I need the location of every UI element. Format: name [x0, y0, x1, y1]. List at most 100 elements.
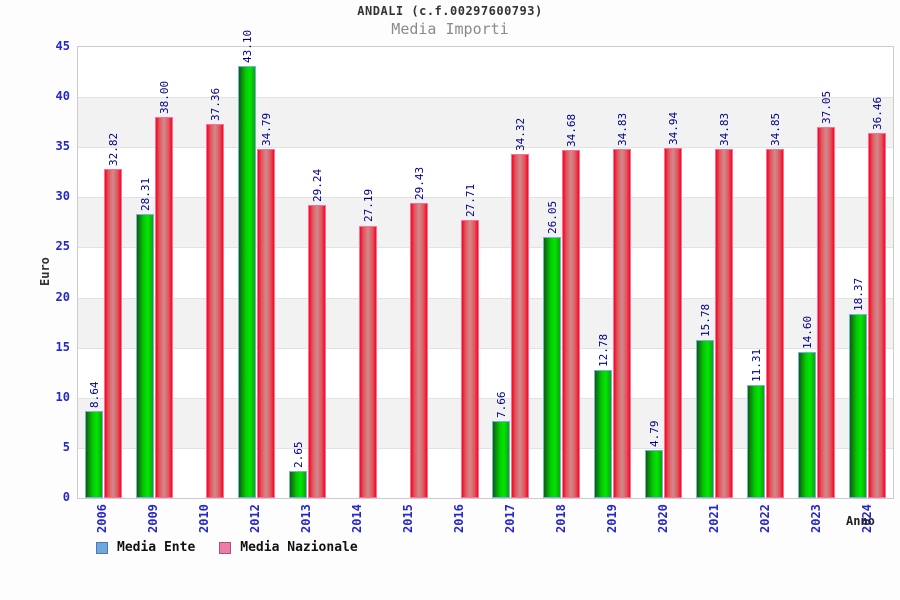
bar-media-ente-2009-value-label: 28.31: [138, 178, 152, 212]
chart-title: ANDALI (c.f.00297600793): [357, 4, 543, 18]
bar-media-nazionale-2016: [460, 220, 479, 498]
y-tick-10: 10: [55, 389, 70, 404]
bar-media-nazionale-2006: [103, 169, 122, 498]
x-tick-2010: 2010: [197, 504, 212, 533]
y-tick-5: 5: [62, 439, 70, 454]
bar-media-nazionale-2014-value-label: 27.19: [361, 189, 375, 223]
bar-media-ente-2017-value-label: 7.66: [495, 391, 509, 419]
bar-media-nazionale-2009-value-label: 38.00: [157, 81, 171, 115]
gridline: [78, 197, 893, 199]
x-tick-2021: 2021: [706, 504, 721, 533]
bar-media-nazionale-2020: [664, 147, 683, 498]
bar-media-ente-2017: [492, 421, 511, 498]
bar-media-nazionale-2017-value-label: 34.32: [514, 117, 528, 152]
x-tick-2017: 2017: [502, 504, 517, 533]
x-tick-2019: 2019: [604, 504, 619, 533]
bar-media-nazionale-2010: [205, 123, 224, 498]
y-axis-ticks: 0 5 10 15 20 25 30 35 40 45: [0, 0, 70, 600]
bar-media-nazionale-2009: [154, 117, 173, 498]
chart-subtitle: Media Importi: [391, 20, 509, 38]
bar-media-ente-2009: [135, 214, 154, 498]
bar-media-ente-2023: [798, 351, 817, 498]
plot-area: 8.64 32.82 28.31 38.00 37.36 43.10 34.79 2.65 29…: [77, 30, 894, 499]
gridline: [78, 397, 893, 399]
bar-media-nazionale-2018-value-label: 34.68: [565, 114, 579, 148]
y-tick-40: 40: [55, 89, 70, 104]
bar-media-nazionale-2019: [613, 148, 632, 498]
media-nazionale-swatch-icon: [219, 541, 232, 554]
bar-media-ente-2019: [594, 369, 613, 498]
gridline: [78, 147, 893, 149]
y-tick-20: 20: [55, 289, 70, 304]
bar-media-nazionale-2010-value-label: 37.36: [208, 87, 222, 121]
bar-media-nazionale-2017: [511, 154, 530, 498]
x-axis-ticks: 2006 2009 2010 2012 2013 2014 2015 2016 2017 2018…: [77, 499, 892, 539]
x-tick-2012: 2012: [248, 504, 263, 533]
bar-media-nazionale-2013-value-label: 29.24: [310, 168, 324, 202]
bar-media-nazionale-2016-value-label: 27.71: [463, 184, 477, 218]
bar-media-nazionale-2018: [562, 150, 581, 498]
bar-media-nazionale-2013: [307, 204, 326, 498]
legend-label-media-nazionale: Media Nazionale: [240, 540, 358, 555]
bar-media-ente-2021: [696, 339, 715, 498]
y-tick-0: 0: [62, 490, 70, 504]
bar-media-ente-2006: [84, 411, 103, 498]
y-tick-25: 25: [55, 239, 70, 254]
x-tick-2013: 2013: [299, 504, 314, 533]
bar-media-nazionale-2015: [409, 203, 428, 498]
bar-media-nazionale-2020-value-label: 34.94: [667, 111, 681, 145]
bar-media-ente-2022-value-label: 11.31: [750, 348, 764, 382]
x-tick-2016: 2016: [452, 504, 467, 533]
bar-media-ente-2006-value-label: 8.64: [87, 381, 101, 409]
bar-media-ente-2013: [288, 471, 307, 498]
x-tick-2020: 2020: [655, 504, 670, 533]
gridline: [78, 97, 893, 99]
gridline: [78, 447, 893, 449]
bar-media-ente-2012: [237, 66, 256, 498]
x-axis-title: Anno: [846, 514, 875, 528]
y-tick-45: 45: [55, 39, 70, 53]
media-ente-swatch-icon: [96, 541, 108, 554]
bar-media-ente-2013-value-label: 2.65: [291, 441, 305, 469]
gridline: [78, 297, 893, 299]
x-tick-2022: 2022: [757, 504, 772, 533]
bar-media-nazionale-2023: [817, 126, 836, 498]
x-tick-2014: 2014: [350, 504, 365, 533]
bar-media-nazionale-2021: [715, 148, 734, 498]
bar-media-nazionale-2019-value-label: 34.83: [616, 112, 630, 146]
bar-media-nazionale-2024: [868, 132, 887, 498]
x-tick-2006: 2006: [95, 504, 110, 533]
legend-item-media-ente: Media Ente: [96, 540, 195, 555]
bar-media-ente-2019-value-label: 12.78: [597, 333, 611, 367]
bar-media-nazionale-2006-value-label: 32.82: [106, 132, 120, 167]
bar-media-ente-2020: [645, 450, 664, 498]
bar-media-nazionale-2012-value-label: 34.79: [259, 113, 273, 147]
bar-media-nazionale-2022-value-label: 34.85: [769, 112, 783, 146]
bar-media-nazionale-2024-value-label: 36.46: [871, 96, 885, 130]
x-tick-2015: 2015: [401, 504, 416, 533]
y-tick-15: 15: [55, 339, 70, 354]
bar-media-ente-2018: [543, 236, 562, 498]
y-axis-title: Euro: [38, 257, 52, 286]
bar-media-ente-2024-value-label: 18.37: [852, 277, 866, 311]
bar-media-nazionale-2021-value-label: 34.83: [718, 112, 732, 146]
bar-media-ente-2024: [849, 313, 868, 498]
x-tick-2009: 2009: [146, 504, 161, 533]
bar-media-ente-2022: [747, 384, 766, 498]
bar-media-nazionale-2022: [766, 148, 785, 498]
x-tick-2023: 2023: [808, 504, 823, 533]
gridline: [78, 247, 893, 249]
bar-media-ente-2023-value-label: 14.60: [801, 315, 815, 349]
legend-label-media-ente: Media Ente: [117, 540, 196, 555]
bar-media-nazionale-2015-value-label: 29.43: [412, 166, 426, 201]
x-tick-2018: 2018: [553, 504, 568, 533]
legend-item-media-nazionale: Media Nazionale: [219, 540, 358, 555]
legend: Media Ente Media Nazionale: [96, 540, 358, 555]
bar-media-ente-2021-value-label: 15.78: [699, 303, 713, 337]
gridline: [78, 347, 893, 349]
bar-media-ente-2018-value-label: 26.05: [546, 200, 560, 234]
y-tick-35: 35: [55, 139, 70, 154]
bar-media-ente-2012-value-label: 43.10: [240, 29, 254, 64]
bar-media-nazionale-2014: [358, 225, 377, 498]
